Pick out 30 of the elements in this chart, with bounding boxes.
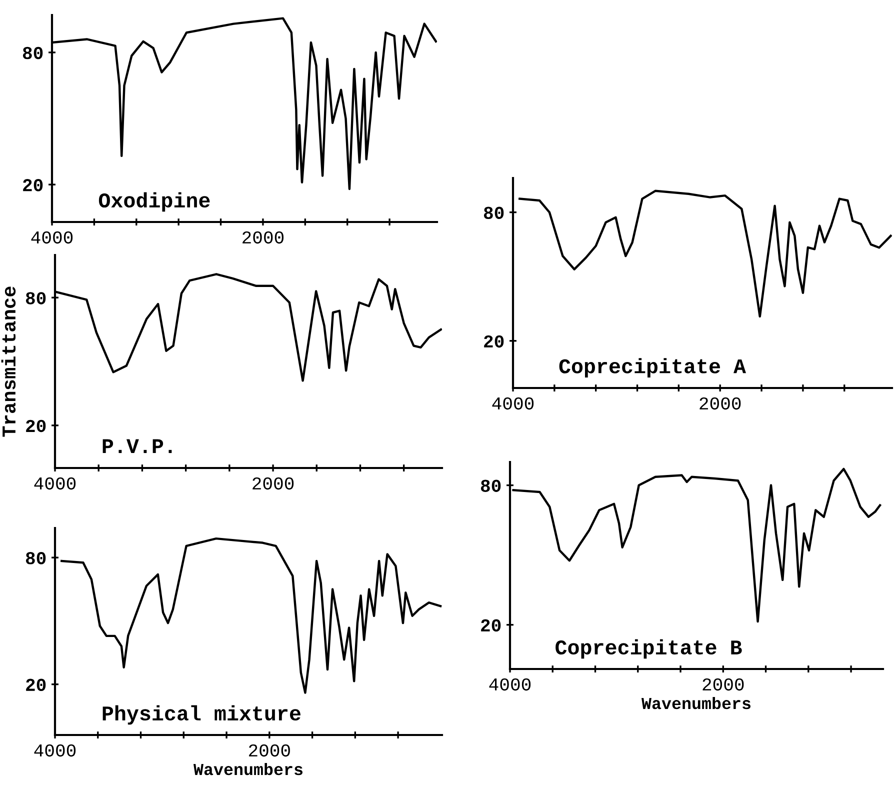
x-tick-label: 4000 (489, 678, 531, 691)
y-tick-label: 80 (480, 480, 501, 492)
y-tick-label: 20 (26, 420, 46, 432)
x-axis-title: Wavenumbers (193, 762, 302, 776)
y-tick-label: 20 (23, 179, 43, 192)
x-tick-label: 2000 (700, 397, 741, 410)
text: Physical mixture (102, 705, 300, 725)
y-tick-label: 20 (484, 335, 504, 348)
text: P.V.P. (102, 439, 172, 454)
text: Oxodipine (98, 192, 210, 212)
text: Coprecipitate B (556, 639, 742, 659)
x-axis-title: Wavenumbers (641, 696, 750, 710)
y-tick-label: 20 (481, 619, 501, 632)
line-series (60, 537, 442, 694)
x-tick-label: 2000 (242, 231, 284, 244)
y-tick-label: 80 (22, 46, 43, 60)
y-tick-label: 80 (26, 552, 46, 564)
y-tick-label: 80 (26, 292, 46, 304)
y-tick-label: 20 (26, 678, 46, 692)
x-tick-label: 4000 (492, 397, 534, 410)
x-tick-label: 2000 (702, 678, 744, 691)
y-tick-label: 80 (484, 206, 504, 220)
x-tick-label: 2000 (249, 744, 290, 757)
x-tick-label: 4000 (31, 231, 73, 244)
x-tick-label: 2000 (252, 477, 294, 490)
line-series (518, 190, 892, 318)
text: Coprecipitate A (559, 358, 746, 378)
x-tick-label: 4000 (34, 477, 76, 490)
x-tick-label: 4000 (34, 744, 76, 757)
y-axis-title: Transmittance (1, 286, 16, 437)
